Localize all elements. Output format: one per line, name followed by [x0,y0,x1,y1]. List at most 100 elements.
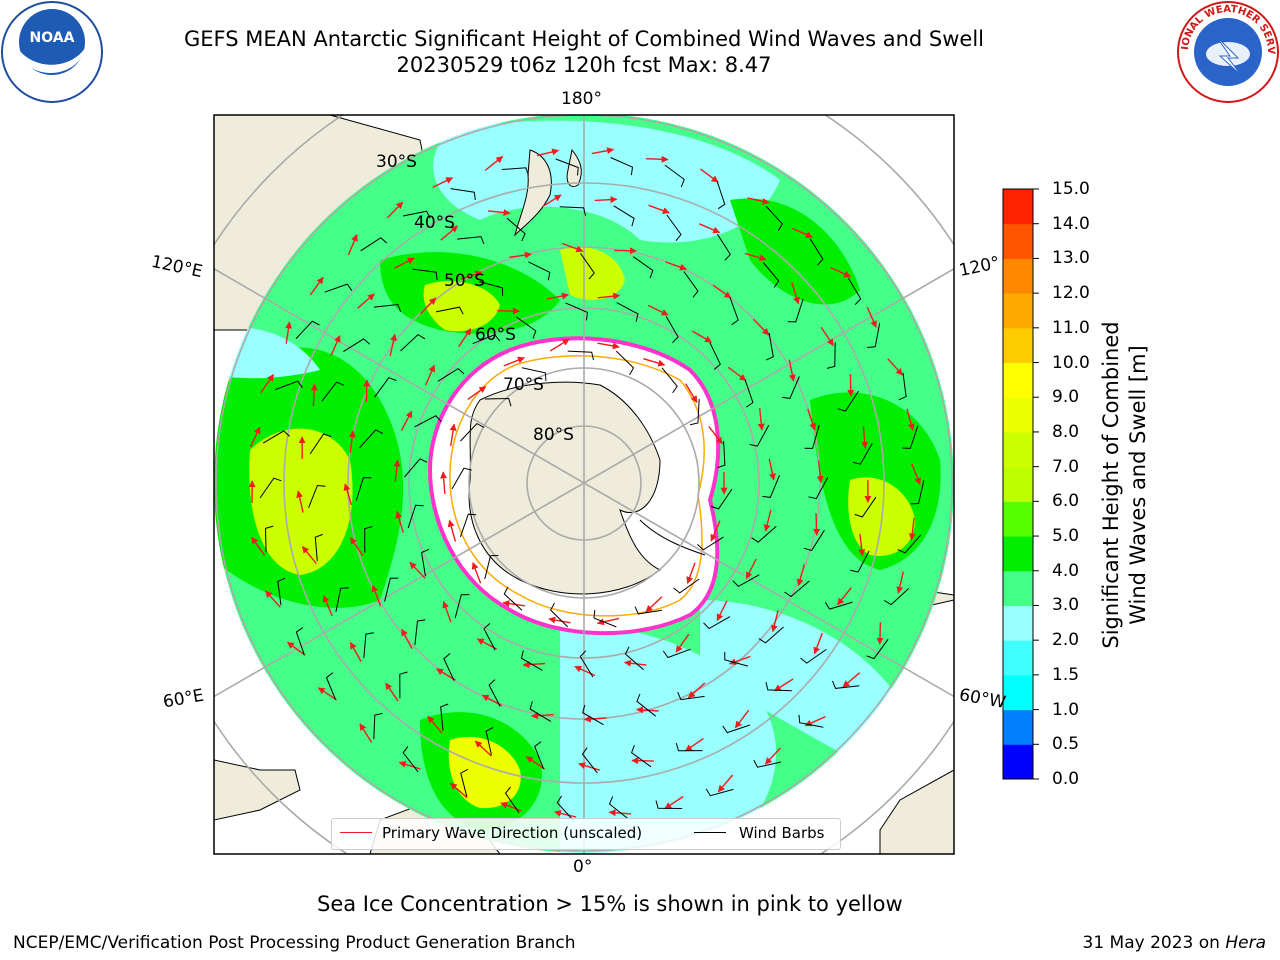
colorbar-bin [1003,709,1033,745]
wave-direction-arrow [745,558,757,580]
wind-barb [824,601,853,610]
wave-direction-arrow [435,668,456,681]
wind-barb [277,577,286,606]
wind-barb [437,367,465,382]
wind-barb [683,271,699,298]
wind-barb [902,425,919,449]
wave-direction-arrow [502,600,525,608]
wave-direction-arrow [773,678,794,692]
wave-direction-arrow [467,386,487,400]
wave-direction-arrow [747,197,770,205]
wind-barb [804,425,820,449]
wave-direction-arrow [349,537,364,557]
wind-barb [689,398,700,426]
wave-direction-arrow [386,201,404,219]
colorbar-tick-label: 14.0 [1052,213,1090,234]
wave-direction-arrow [260,374,275,394]
wave-direction-arrow [708,425,723,445]
wave-direction-arrow [675,633,690,653]
wind-barb [800,648,827,664]
wave-direction-arrow [645,596,663,613]
nws-logo-icon: NATIONAL WEATHER SERVICE [1176,0,1279,103]
wave-direction-arrow [712,284,732,299]
colorbar [1002,188,1039,780]
wave-direction-arrow [911,463,921,485]
wave-direction-arrow [710,520,721,542]
wave-direction-arrow [908,517,916,541]
wave-direction-arrow [525,756,545,770]
wind-barb [443,653,455,681]
wind-barb [402,210,431,219]
wave-direction-arrow [398,760,421,770]
wind-barb [582,704,604,726]
colorbar-bin [1003,362,1033,398]
wind-barb [483,623,496,651]
wave-direction-arrow [500,801,522,812]
lat-label-50s: 50°S [444,271,485,291]
lat-label-40s: 40°S [414,213,455,233]
noaa-logo-icon: NOAA [1,1,103,103]
colorbar-title: Significant Height of Combined Wind Wave… [1098,275,1158,695]
wave-direction-arrow [752,318,770,336]
wind-barb [407,504,424,529]
wave-direction-arrow [427,715,443,734]
wave-direction-arrow [643,358,666,367]
wind-barb [324,283,353,293]
lat-label-30s: 30°S [376,152,417,172]
colorbar-tick-label: 0.5 [1052,734,1080,755]
wind-barb [675,742,703,752]
wind-barb [665,315,679,344]
wind-barb-legend-label: Wind Barbs [739,824,825,842]
wave-direction-arrow [594,196,618,204]
wave-direction-arrow [549,338,570,352]
wind-barb [581,747,598,774]
colorbar-tick-label: 2.0 [1052,630,1080,651]
wave-direction-arrow [322,595,333,617]
wave-direction-arrow [357,293,375,309]
colorbar-bin [1003,258,1033,294]
wind-barb [440,703,449,731]
wave-direction-arrow [554,809,577,818]
colorbar-bin [1003,466,1033,502]
wind-barb [567,350,594,361]
wind-barb [847,277,862,305]
wave-direction-arrow [807,408,817,431]
wind-barb [295,627,305,655]
wind-barb [325,672,337,700]
colorbar-tick-label: 6.0 [1052,491,1080,512]
wave-direction-arrow [474,740,492,757]
wind-barb [529,701,552,722]
wind-barb [608,796,629,820]
wind-barb [624,646,644,671]
colorbar-frame [1002,188,1034,780]
wave-direction-arrow [647,304,669,316]
wave-direction-arrow [591,147,615,155]
wave-direction-arrow [401,628,413,650]
colorbar-tick-label: 7.0 [1052,456,1080,477]
wave-direction-arrow [409,561,426,579]
wind-barb [716,181,726,210]
wave-direction-arrow [301,546,317,565]
wind-barb [808,477,829,500]
wave-direction-arrow [363,379,371,403]
colorbar-tick-label: 0.0 [1052,769,1080,789]
wave-direction-arrow [509,251,532,259]
colorbar-bin [1003,223,1033,259]
wind-barb [636,693,657,717]
colorbar-bin [1003,744,1033,780]
wave-direction-arrow [348,430,356,453]
colorbar-tick-label: 8.0 [1052,421,1080,442]
wind-barb [460,768,469,797]
wave-direction-arrow [763,509,772,532]
wind-barb [359,429,384,449]
wave-direction-arrow [791,282,800,305]
wave-direction-arrow [830,266,852,278]
wind-barb [506,217,526,242]
wind-barb [373,712,383,740]
wave-direction-arrow [385,682,399,702]
wind-barb [360,237,388,252]
wind-barb [662,648,691,659]
wind-barb [850,550,870,573]
colorbar-title-line1: Significant Height of Combined [1099,321,1123,649]
wind-barb [798,714,824,728]
